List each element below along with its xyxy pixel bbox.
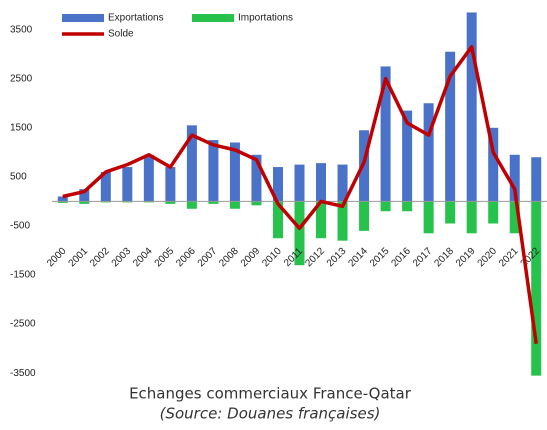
x-tick-label: 2016 — [389, 245, 413, 269]
bar — [294, 201, 305, 266]
bar — [165, 167, 176, 202]
bar — [402, 201, 413, 212]
bar — [488, 201, 499, 224]
chart-subtitle: (Source: Douanes françaises) — [160, 405, 381, 423]
bar — [294, 164, 305, 202]
y-tick-label: -1500 — [10, 270, 36, 281]
y-tick-label: 3500 — [10, 24, 33, 35]
line — [62, 45, 538, 344]
bar — [509, 201, 520, 234]
bar — [251, 201, 262, 206]
chart-title: Echanges commerciaux France-Qatar — [129, 385, 412, 403]
bar — [445, 201, 456, 224]
bar — [79, 201, 90, 204]
x-tick-label: 2015 — [368, 245, 392, 269]
x-tick-label: 2017 — [411, 245, 435, 269]
x-tick-label: 2021 — [497, 245, 521, 269]
bar — [509, 154, 520, 202]
bar — [272, 201, 283, 239]
x-tick-label: 2003 — [110, 245, 134, 269]
legend-swatch — [192, 14, 234, 22]
y-tick-label: -2500 — [10, 319, 36, 330]
bar — [380, 66, 391, 202]
bar — [251, 154, 262, 202]
y-tick-label: -500 — [10, 221, 30, 232]
x-tick-label: 2014 — [346, 245, 370, 269]
x-tick-label: 2019 — [454, 245, 478, 269]
bar — [445, 51, 456, 202]
x-tick-label: 2009 — [239, 245, 263, 269]
bar — [208, 140, 219, 202]
bar — [165, 201, 176, 204]
y-tick-label: 2500 — [10, 73, 33, 84]
bar — [229, 142, 240, 202]
bar — [143, 154, 154, 202]
legend-label: Solde — [108, 29, 134, 40]
x-tick-label: 2000 — [45, 245, 69, 269]
bar — [466, 201, 477, 234]
y-tick-label: 500 — [10, 172, 27, 183]
bar — [316, 201, 327, 239]
x-tick-label: 2001 — [67, 245, 91, 269]
bar — [186, 125, 197, 202]
legend-label: Exportations — [108, 13, 164, 24]
bar — [466, 12, 477, 202]
x-tick-label: 2010 — [260, 245, 284, 269]
bar — [337, 201, 348, 241]
bar — [337, 164, 348, 202]
x-tick-label: 2004 — [131, 245, 155, 269]
bar — [186, 201, 197, 209]
legend-label: Importations — [238, 13, 293, 24]
bar — [79, 189, 90, 202]
bar — [57, 196, 68, 202]
legend-swatch — [62, 14, 104, 22]
bar — [380, 201, 391, 212]
bar — [272, 167, 283, 202]
bar — [423, 103, 434, 202]
bar — [359, 201, 370, 231]
y-tick-label: -3500 — [10, 368, 36, 379]
x-tick-label: 2012 — [303, 245, 327, 269]
bar — [488, 127, 499, 202]
bar — [57, 201, 68, 203]
bar — [402, 110, 413, 202]
x-tick-label: 2008 — [217, 245, 241, 269]
x-tick-label: 2006 — [174, 245, 198, 269]
y-tick-label: 1500 — [10, 122, 33, 133]
x-tick-label: 2020 — [476, 245, 500, 269]
x-tick-label: 2005 — [153, 245, 177, 269]
bar — [316, 163, 327, 202]
bar — [122, 167, 133, 202]
x-tick-label: 2018 — [432, 245, 456, 269]
x-tick-label: 2007 — [196, 245, 220, 269]
bar — [531, 201, 542, 376]
bar — [100, 171, 111, 202]
bar — [208, 201, 219, 204]
bar — [531, 157, 542, 202]
bar — [229, 201, 240, 209]
x-tick-label: 2013 — [325, 245, 349, 269]
x-tick-label: 2002 — [88, 245, 112, 269]
bar — [423, 201, 434, 234]
